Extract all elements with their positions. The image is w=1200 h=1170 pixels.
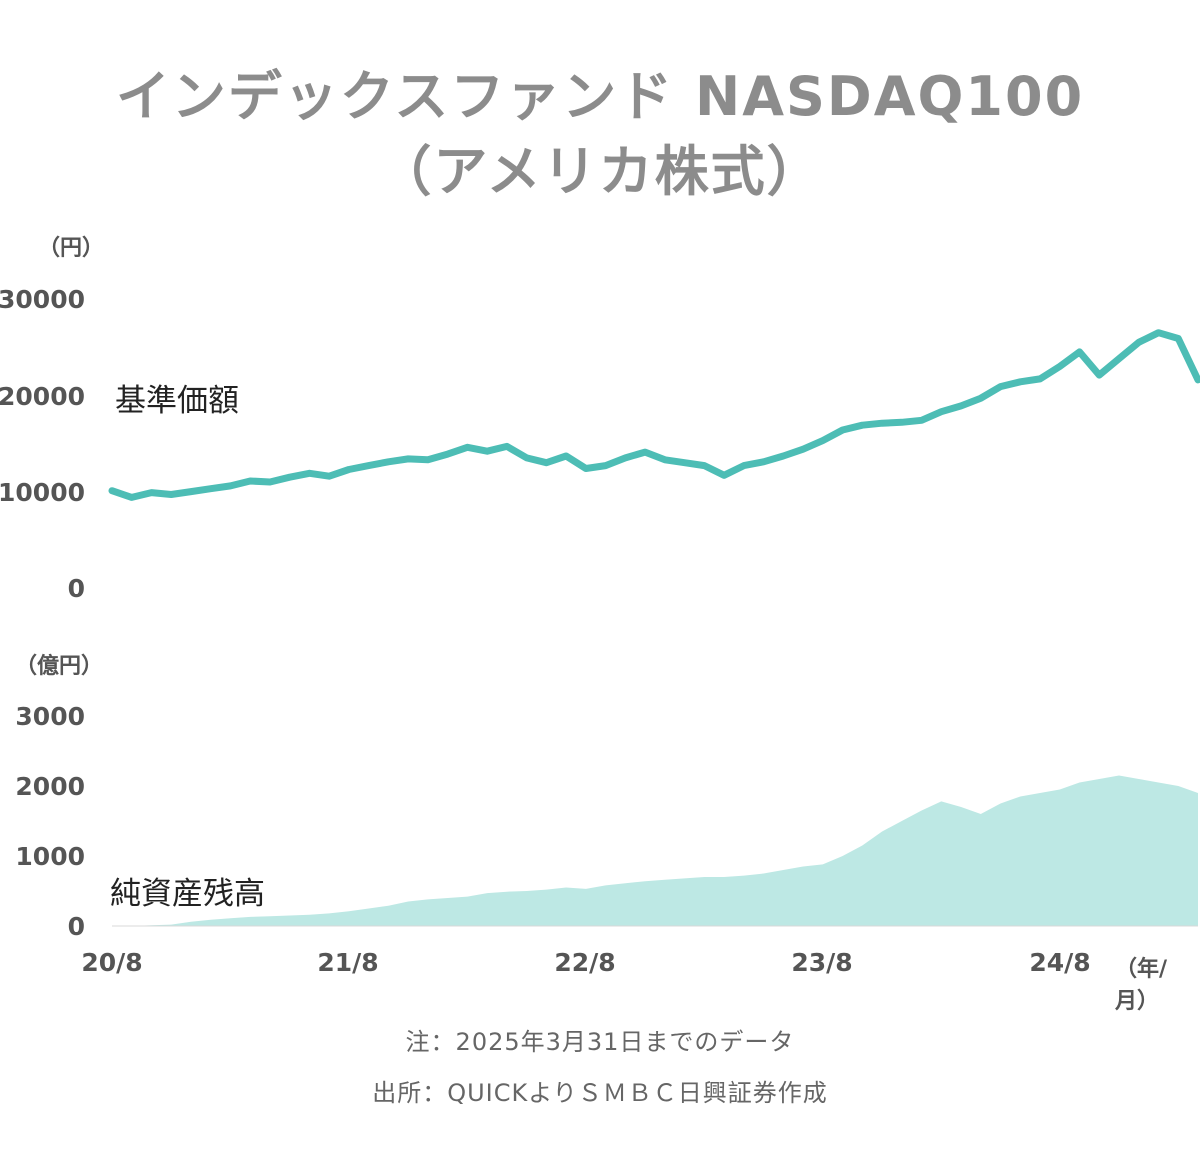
x-axis-unit: （年/月） — [1115, 957, 1168, 1014]
aum-area — [112, 775, 1198, 926]
chart-title-line1: インデックスファンド NASDAQ100 — [115, 65, 1085, 128]
chart-title-line2: （アメリカ株式） — [377, 140, 823, 203]
aum-y-unit: （億円） — [15, 654, 104, 679]
source-note: 出所：QUICKよりＳＭＢＣ日興証券作成 — [372, 1079, 828, 1107]
price-ytick-10000: 10000 — [0, 478, 85, 507]
footnote: 注：2025年3月31日までのデータ — [405, 1028, 795, 1056]
xtick-22-8: 22/8 — [554, 948, 616, 977]
aum-ytick-2000: 2000 — [15, 772, 85, 801]
price-ytick-0: 0 — [67, 574, 85, 603]
xtick-23-8: 23/8 — [791, 948, 853, 977]
price-y-unit: （円） — [38, 236, 105, 261]
aum-ytick-1000: 1000 — [15, 842, 85, 871]
aum-ytick-0: 0 — [67, 912, 85, 941]
price-ytick-30000: 30000 — [0, 285, 85, 314]
aum-series-label: 純資産残高 — [110, 876, 265, 912]
price-line — [108, 329, 1200, 501]
price-series-label: 基準価額 — [115, 383, 239, 419]
price-ytick-20000: 20000 — [0, 382, 85, 411]
xtick-20-8: 20/8 — [81, 948, 143, 977]
xtick-24-8: 24/8 — [1029, 948, 1091, 977]
xtick-21-8: 21/8 — [317, 948, 379, 977]
aum-ytick-3000: 3000 — [15, 702, 85, 731]
